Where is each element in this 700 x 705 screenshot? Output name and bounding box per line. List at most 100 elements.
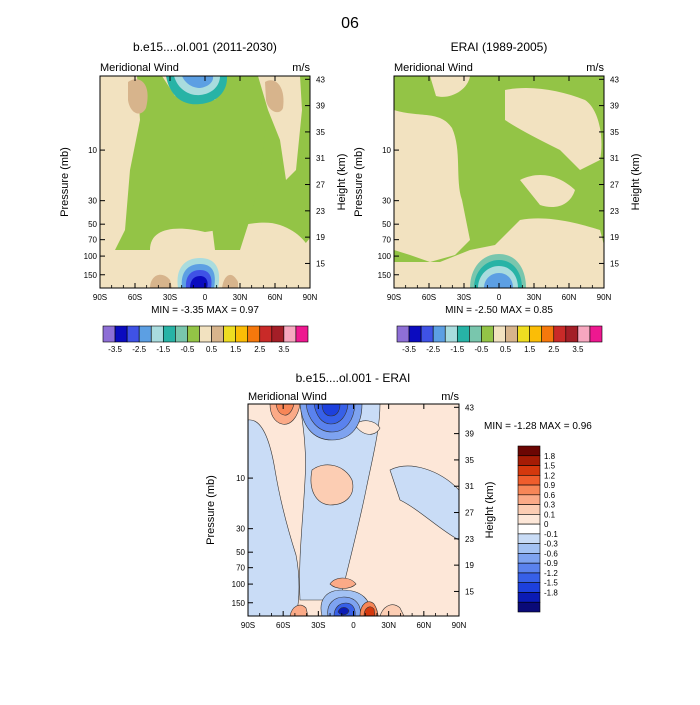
field-region	[310, 464, 354, 506]
colorbar-label: 0.9	[544, 481, 556, 490]
y-tick-label: 10	[236, 474, 245, 483]
y-axis-label: Pressure (mb)	[353, 147, 365, 217]
x-tick-label: 90N	[597, 293, 612, 302]
panel-left: b.e15....ol.001 (2011-2030) Meridional W…	[59, 40, 348, 354]
colorbar-label: 1.5	[544, 462, 556, 471]
colorbar-box	[517, 474, 541, 486]
x-tick-label: 30S	[311, 621, 325, 630]
panel-title: b.e15....ol.001 - ERAI	[296, 371, 411, 385]
colorbar-box	[408, 325, 422, 343]
field-region	[275, 404, 295, 416]
colorbar-label: 0.5	[206, 345, 218, 354]
colorbar-label: 2.5	[254, 345, 266, 354]
x-tick-label: 0	[497, 293, 502, 302]
colorbar-label: 1.5	[230, 345, 242, 354]
y2-tick-label: 31	[316, 154, 325, 163]
colorbar-label: -0.1	[544, 530, 558, 539]
y-tick-label: 150	[84, 271, 98, 280]
x-tick-label: 30N	[527, 293, 542, 302]
colorbar-box	[223, 325, 236, 343]
field-region	[265, 80, 284, 113]
colorbar-box	[187, 325, 200, 343]
colorbar-label: -0.6	[544, 549, 558, 558]
y2-tick-label: 19	[610, 233, 619, 242]
panel-left-label: Meridional Wind	[394, 62, 473, 74]
y2-tick-label: 43	[316, 75, 325, 84]
y2-tick-label: 27	[610, 181, 619, 190]
field-region	[100, 76, 140, 250]
panel-title: b.e15....ol.001 (2011-2030)	[133, 40, 277, 54]
y-tick-label: 50	[236, 548, 245, 557]
panel-right: ERAI (1989-2005) Meridional Wind m/s Pre…	[353, 40, 642, 354]
x-tick-label: 60S	[422, 293, 436, 302]
colorbar-box	[138, 325, 152, 343]
panel-title: ERAI (1989-2005)	[451, 40, 548, 54]
field-region	[222, 274, 238, 288]
y-tick-label: 150	[232, 599, 246, 608]
x-tick-label: 30N	[381, 621, 396, 630]
colorbar-box	[259, 325, 273, 343]
field-region	[520, 175, 575, 208]
x-tick-label: 90S	[93, 293, 107, 302]
y-tick-label: 50	[88, 220, 97, 229]
colorbar-box	[211, 325, 224, 343]
colorbar-box	[517, 514, 541, 525]
colorbar-label: 3.5	[572, 345, 584, 354]
colorbar-label: 3.5	[278, 345, 290, 354]
field-region	[128, 79, 148, 114]
field-region	[363, 606, 376, 616]
colorbar-box	[517, 465, 541, 476]
y2-axis-label: Height (km)	[336, 154, 348, 211]
colorbar-box	[517, 455, 541, 466]
x-tick-label: 90N	[452, 621, 467, 630]
colorbar-box	[283, 325, 297, 343]
colorbar-box	[114, 325, 128, 343]
y-tick-label: 30	[88, 197, 97, 206]
y-tick-label: 70	[236, 564, 245, 573]
panel-right-label: m/s	[292, 62, 310, 74]
colorbar-label: 1.2	[544, 471, 556, 480]
colorbar-box	[505, 325, 518, 343]
panel-left-label: Meridional Wind	[100, 62, 179, 74]
stats-text: MIN = -1.28 MAX = 0.96	[484, 421, 592, 432]
y2-tick-label: 15	[316, 259, 325, 268]
colorbar-box	[295, 325, 309, 343]
y-axis-label: Pressure (mb)	[59, 147, 71, 217]
heatmap-field	[100, 76, 310, 288]
y-tick-label: 70	[382, 236, 391, 245]
colorbar-box	[517, 592, 541, 603]
colorbar-box	[541, 325, 555, 343]
field-region	[354, 420, 381, 435]
x-tick-label: 60N	[268, 293, 283, 302]
field-region	[394, 110, 470, 262]
colorbar-label: 0.5	[500, 345, 512, 354]
colorbar-box	[577, 325, 591, 343]
y2-tick-label: 39	[610, 102, 619, 111]
colorbar-label: -2.5	[132, 345, 146, 354]
colorbar-box	[529, 325, 543, 343]
field-region	[484, 273, 513, 288]
y2-tick-label: 27	[465, 509, 474, 518]
colorbar-box	[150, 325, 164, 343]
colorbar-box	[517, 494, 541, 505]
figure-title: 06	[341, 15, 359, 32]
colorbar-label: 0.3	[544, 501, 556, 510]
y-tick-label: 10	[382, 146, 391, 155]
colorbar-box	[517, 325, 530, 343]
y2-tick-label: 35	[465, 456, 474, 465]
colorbar-box	[517, 484, 541, 496]
y2-tick-label: 15	[465, 587, 474, 596]
y2-tick-label: 39	[316, 102, 325, 111]
x-tick-label: 90S	[387, 293, 401, 302]
y-tick-label: 100	[378, 252, 392, 261]
colorbar-box	[271, 325, 285, 343]
panel-right-label: m/s	[441, 391, 459, 403]
x-tick-label: 60S	[276, 621, 290, 630]
colorbar-label: -0.9	[544, 559, 558, 568]
y-tick-label: 150	[378, 271, 392, 280]
colorbar-box	[456, 325, 470, 343]
colorbar-box	[589, 325, 603, 343]
y-tick-label: 10	[88, 146, 97, 155]
stats-text: MIN = -2.50 MAX = 0.85	[445, 305, 553, 316]
